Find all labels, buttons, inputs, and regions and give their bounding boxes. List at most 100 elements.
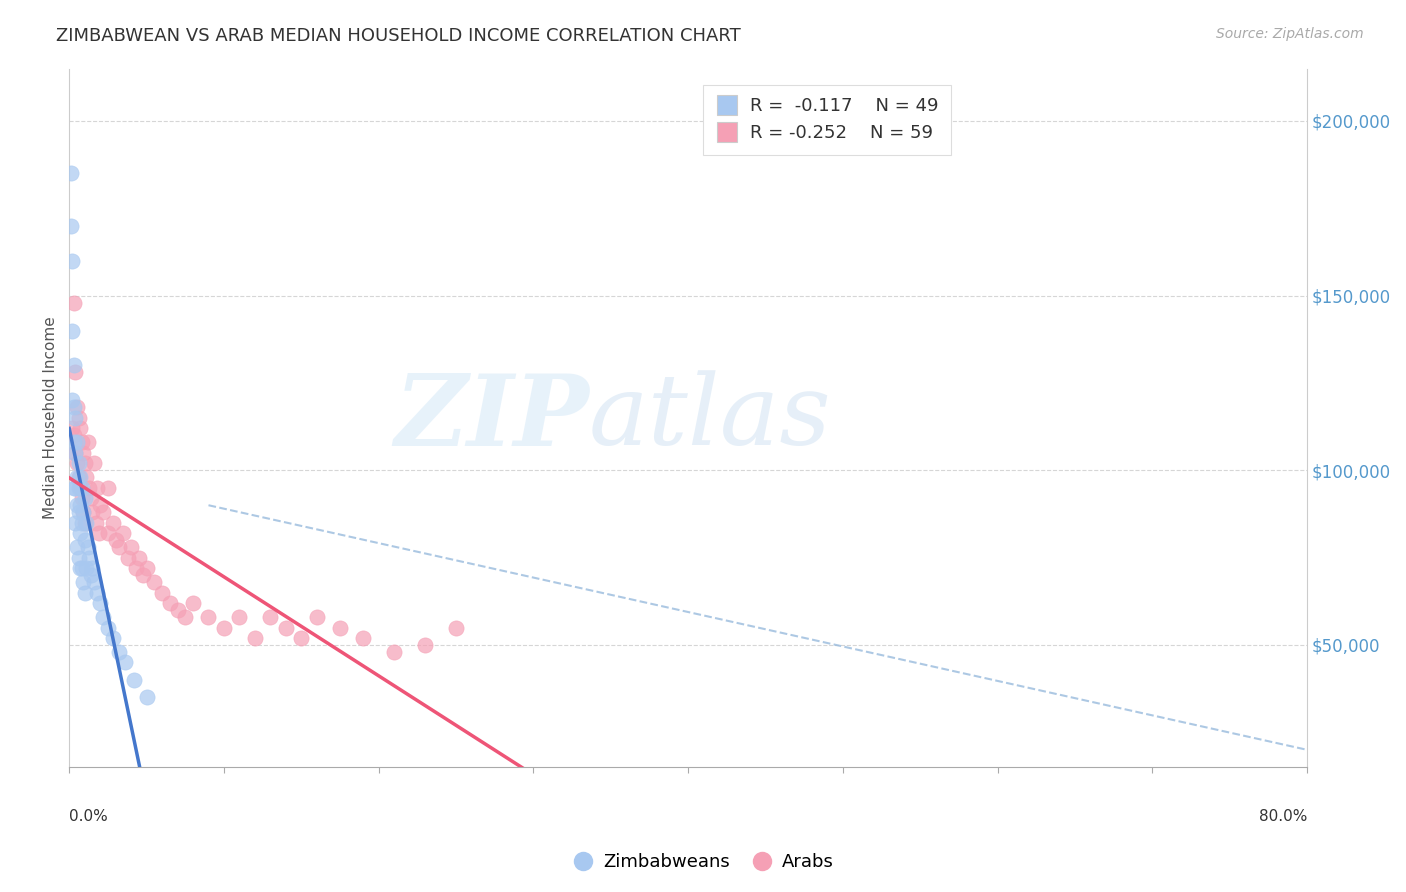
Point — [101, 631, 124, 645]
Point — [60, 421, 83, 435]
Point — [104, 533, 127, 548]
Point — [97, 526, 120, 541]
Point — [97, 481, 120, 495]
Point — [444, 620, 467, 634]
Point — [166, 603, 188, 617]
Point — [80, 568, 103, 582]
Point — [69, 526, 91, 541]
Point — [60, 393, 83, 408]
Point — [73, 585, 96, 599]
Point — [197, 610, 219, 624]
Point — [67, 410, 90, 425]
Point — [72, 575, 94, 590]
Point — [67, 505, 90, 519]
Point — [91, 610, 114, 624]
Point — [66, 540, 89, 554]
Point — [65, 410, 87, 425]
Point — [70, 481, 93, 495]
Text: atlas: atlas — [589, 370, 832, 466]
Point — [80, 491, 103, 506]
Point — [382, 645, 405, 659]
Point — [76, 435, 98, 450]
Text: ZIP: ZIP — [394, 369, 589, 467]
Point — [143, 575, 166, 590]
Point — [73, 533, 96, 548]
Point — [66, 456, 89, 470]
Point — [59, 219, 82, 233]
Point — [69, 470, 91, 484]
Text: ZIMBABWEAN VS ARAB MEDIAN HOUSEHOLD INCOME CORRELATION CHART: ZIMBABWEAN VS ARAB MEDIAN HOUSEHOLD INCO… — [56, 27, 741, 45]
Point — [67, 550, 90, 565]
Point — [63, 401, 86, 415]
Point — [69, 498, 91, 512]
Point — [67, 470, 90, 484]
Point — [290, 631, 312, 645]
Point — [114, 656, 136, 670]
Point — [181, 596, 204, 610]
Point — [274, 620, 297, 634]
Point — [243, 631, 266, 645]
Legend: R =  -0.117    N = 49, R = -0.252    N = 59: R = -0.117 N = 49, R = -0.252 N = 59 — [703, 85, 952, 155]
Point — [329, 620, 352, 634]
Point — [75, 561, 97, 575]
Point — [75, 516, 97, 530]
Point — [86, 481, 108, 495]
Point — [135, 690, 157, 705]
Point — [75, 470, 97, 484]
Text: 0.0%: 0.0% — [69, 809, 108, 824]
Point — [66, 435, 89, 450]
Point — [117, 550, 139, 565]
Point — [83, 575, 105, 590]
Point — [70, 516, 93, 530]
Text: 80.0%: 80.0% — [1258, 809, 1308, 824]
Point — [125, 561, 148, 575]
Point — [72, 505, 94, 519]
Point — [159, 596, 181, 610]
Point — [122, 673, 145, 687]
Point — [60, 253, 83, 268]
Legend: Zimbabweans, Arabs: Zimbabweans, Arabs — [565, 847, 841, 879]
Point — [65, 516, 87, 530]
Point — [97, 620, 120, 634]
Point — [65, 446, 87, 460]
Point — [107, 645, 129, 659]
Point — [73, 516, 96, 530]
Point — [135, 561, 157, 575]
Point — [91, 505, 114, 519]
Point — [63, 435, 86, 450]
Point — [63, 481, 86, 495]
Point — [60, 324, 83, 338]
Point — [212, 620, 235, 634]
Point — [70, 561, 93, 575]
Point — [89, 498, 111, 512]
Point — [69, 421, 91, 435]
Point — [63, 428, 86, 442]
Point — [63, 295, 86, 310]
Point — [150, 585, 173, 599]
Point — [65, 481, 87, 495]
Point — [70, 491, 93, 506]
Point — [73, 491, 96, 506]
Point — [128, 550, 150, 565]
Point — [67, 481, 90, 495]
Point — [69, 481, 91, 495]
Point — [112, 526, 135, 541]
Point — [59, 166, 82, 180]
Point — [76, 540, 98, 554]
Y-axis label: Median Household Income: Median Household Income — [44, 317, 58, 519]
Point — [72, 505, 94, 519]
Point — [82, 561, 104, 575]
Point — [63, 359, 86, 373]
Point — [65, 366, 87, 380]
Point — [70, 435, 93, 450]
Text: Source: ZipAtlas.com: Source: ZipAtlas.com — [1216, 27, 1364, 41]
Point — [83, 456, 105, 470]
Point — [101, 516, 124, 530]
Point — [132, 568, 155, 582]
Point — [66, 470, 89, 484]
Point — [352, 631, 374, 645]
Point — [413, 638, 436, 652]
Point — [86, 585, 108, 599]
Point — [69, 561, 91, 575]
Point — [120, 540, 142, 554]
